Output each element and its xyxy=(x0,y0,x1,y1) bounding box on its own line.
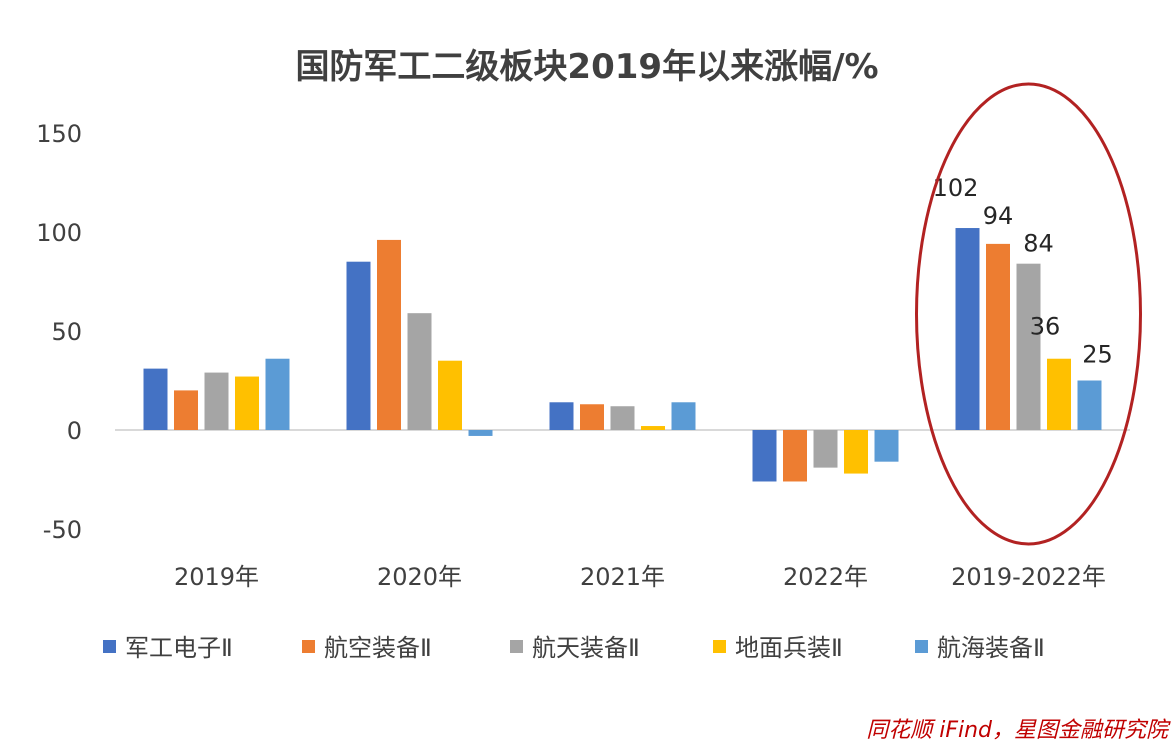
data-label: 25 xyxy=(1082,341,1113,369)
legend-label: 航海装备Ⅱ xyxy=(937,634,1045,662)
y-tick-label: 150 xyxy=(36,120,82,148)
bar xyxy=(377,239,401,430)
legend-label: 航空装备Ⅱ xyxy=(324,634,432,662)
x-category-label: 2022年 xyxy=(783,563,868,591)
x-category-label: 2019年 xyxy=(174,563,259,591)
bar xyxy=(783,430,807,482)
data-label: 84 xyxy=(1023,230,1054,258)
legend-swatch xyxy=(915,640,928,653)
legend-swatch xyxy=(713,640,726,653)
bar xyxy=(235,376,259,430)
x-axis-categories: 2019年 2020年 2021年 2022年 2019-2022年 xyxy=(174,563,1106,591)
bar xyxy=(874,430,899,462)
bar xyxy=(610,406,635,430)
y-tick-label: 100 xyxy=(36,219,82,247)
bar xyxy=(265,358,290,430)
bar xyxy=(752,430,777,482)
legend-swatch xyxy=(510,640,523,653)
bar xyxy=(1047,358,1071,430)
data-label: 102 xyxy=(933,174,979,202)
legend-label: 地面兵装Ⅱ xyxy=(735,634,843,662)
bar xyxy=(346,261,371,430)
bar xyxy=(468,430,493,436)
bar xyxy=(844,430,868,474)
highlight-ellipse xyxy=(915,82,1142,546)
data-label: 94 xyxy=(983,202,1014,230)
legend-label: 航天装备Ⅱ xyxy=(532,634,640,662)
data-label: 36 xyxy=(1030,313,1061,341)
bar xyxy=(143,368,168,430)
bar xyxy=(407,313,432,430)
y-tick-label: 50 xyxy=(51,318,82,346)
bar xyxy=(641,426,665,430)
y-tick-label: -50 xyxy=(43,516,82,544)
y-axis: 150 100 50 0 -50 xyxy=(36,120,82,544)
x-category-label: 2021年 xyxy=(580,563,665,591)
legend: 军工电子Ⅱ 航空装备Ⅱ 航天装备Ⅱ 地面兵装Ⅱ 航海装备Ⅱ xyxy=(103,634,1045,662)
x-category-label: 2019-2022年 xyxy=(951,563,1106,591)
legend-swatch xyxy=(103,640,116,653)
legend-swatch xyxy=(302,640,315,653)
bar xyxy=(549,402,574,430)
bar xyxy=(174,390,198,430)
bar xyxy=(580,404,604,430)
bar xyxy=(671,402,696,430)
chart-title: 国防军工二级板块2019年以来涨幅/% xyxy=(295,47,878,87)
bar xyxy=(204,372,229,430)
legend-label: 军工电子Ⅱ xyxy=(125,634,233,662)
y-tick-label: 0 xyxy=(67,417,82,445)
bar xyxy=(955,228,980,430)
bar xyxy=(986,243,1010,430)
source-note: 同花顺 iFind，星图金融研究院 xyxy=(866,718,1171,743)
x-category-label: 2020年 xyxy=(377,563,462,591)
bar xyxy=(438,360,462,430)
bar xyxy=(813,430,838,468)
bar xyxy=(1016,263,1041,430)
bar xyxy=(1077,380,1102,430)
bars-group xyxy=(143,228,1102,482)
